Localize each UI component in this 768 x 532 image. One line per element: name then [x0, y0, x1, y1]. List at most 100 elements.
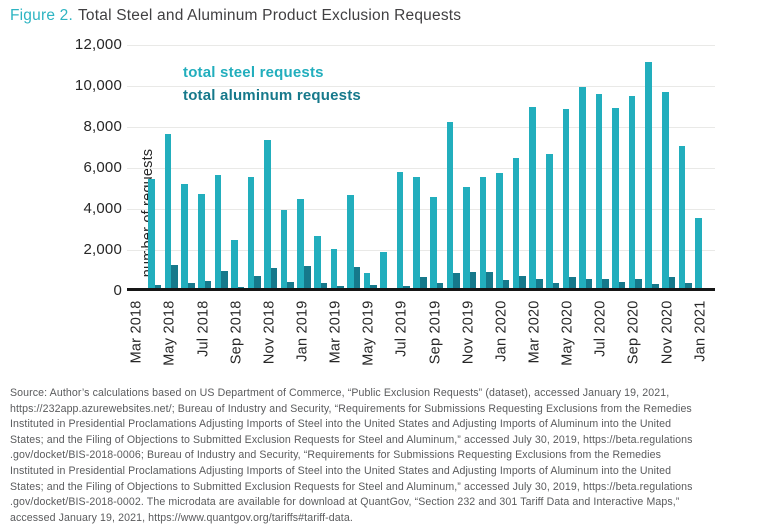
steel-bar	[280, 210, 288, 291]
steel-bar	[231, 239, 238, 291]
x-tick-label: Jul 2020	[592, 300, 609, 357]
aluminum-bar	[370, 284, 377, 291]
source-line: .gov/docket/BIS-2018-0006; Bureau of Ind…	[10, 449, 662, 462]
source-line: https://232app.azurewebsites.net/; Burea…	[10, 402, 692, 415]
steel-bar	[695, 218, 702, 291]
steel-bar	[247, 177, 255, 291]
legend-item-aluminum: total aluminum requests	[183, 87, 361, 104]
steel-bar	[446, 121, 454, 291]
steel-bar	[612, 107, 619, 291]
steel-bar	[529, 106, 536, 291]
aluminum-bar	[188, 282, 195, 291]
y-tick-label: 2,000	[83, 241, 122, 258]
aluminum-bar	[154, 284, 162, 291]
y-tick-label: 0	[113, 282, 122, 299]
aluminum-bar	[502, 279, 510, 291]
aluminum-bar	[602, 278, 609, 291]
gridline	[127, 127, 715, 128]
chart-legend: total steel requests total aluminum requ…	[183, 61, 361, 107]
steel-bar	[628, 96, 636, 291]
steel-bar	[645, 62, 652, 291]
x-tick-label: Sep 2019	[427, 300, 444, 365]
steel-bar	[396, 172, 404, 291]
aluminum-bar	[635, 278, 643, 291]
legend-item-steel: total steel requests	[183, 64, 324, 81]
gridline	[127, 168, 715, 169]
x-tick-label: Nov 2020	[659, 300, 676, 365]
aluminum-bar	[353, 267, 361, 291]
aluminum-bar	[287, 281, 295, 291]
aluminum-bar	[420, 276, 427, 291]
steel-bar	[363, 272, 371, 291]
steel-bar	[429, 197, 437, 291]
gridline	[127, 250, 715, 251]
aluminum-bar	[221, 270, 228, 291]
source-line: Instituted in Presidential Proclamations…	[10, 418, 672, 431]
aluminum-bar	[536, 279, 543, 291]
aluminum-bar	[685, 283, 692, 291]
steel-bar	[181, 184, 188, 291]
steel-bar	[164, 134, 172, 291]
aluminum-bar	[618, 282, 626, 291]
steel-bar	[197, 193, 205, 291]
figure-title-text: Total Steel and Aluminum Product Exclusi…	[77, 7, 462, 24]
aluminum-bar	[585, 278, 593, 291]
x-tick-label: Sep 2018	[228, 300, 245, 365]
y-tick-label: 8,000	[83, 118, 122, 135]
figure-title: Figure 2. Total Steel and Aluminum Produc…	[10, 7, 461, 25]
aluminum-bar	[486, 271, 493, 291]
gridline	[127, 45, 715, 46]
source-line: .gov/docket/BIS-2018-0002. The microdata…	[10, 496, 680, 509]
steel-bar	[347, 194, 354, 291]
x-tick-label: Jul 2019	[393, 300, 410, 357]
source-note: Source: Author’s calculations based on U…	[10, 386, 764, 526]
x-tick-label: Mar 2019	[327, 300, 344, 364]
aluminum-bar	[469, 271, 477, 291]
y-tick-label: 6,000	[83, 159, 122, 176]
x-tick-label: Mar 2020	[526, 300, 543, 364]
aluminum-bar	[171, 265, 179, 291]
x-tick-label: May 2018	[161, 300, 178, 366]
x-tick-label: May 2019	[360, 300, 377, 366]
steel-bar	[562, 108, 570, 291]
steel-bar	[330, 248, 338, 291]
aluminum-bar	[270, 268, 278, 291]
aluminum-bar	[569, 277, 576, 291]
aluminum-bar	[320, 282, 328, 291]
steel-bar	[214, 175, 222, 291]
aluminum-bar	[552, 283, 560, 291]
steel-bar	[479, 177, 487, 291]
source-line: Instituted in Presidential Proclamations…	[10, 464, 672, 477]
steel-bar	[313, 235, 321, 291]
aluminum-bar	[436, 283, 444, 291]
aluminum-bar	[519, 275, 527, 291]
gridline	[127, 86, 715, 87]
source-line: States; and the Filing of Objections to …	[10, 433, 693, 446]
x-tick-label: Nov 2018	[261, 300, 278, 365]
steel-bar	[380, 252, 387, 291]
steel-bar	[678, 146, 686, 291]
x-tick-label: May 2020	[559, 300, 576, 366]
aluminum-bar	[254, 275, 261, 291]
aluminum-bar	[668, 277, 676, 291]
steel-bar	[463, 187, 470, 291]
source-line: Source: Author’s calculations based on U…	[10, 387, 670, 399]
x-tick-label: Jan 2020	[493, 300, 510, 362]
aluminum-bar	[304, 266, 311, 291]
steel-bar	[595, 94, 603, 291]
steel-bar	[512, 157, 520, 291]
plot-area: number of requests total steel requests …	[127, 45, 715, 291]
steel-bar	[264, 140, 271, 291]
y-tick-label: 10,000	[74, 77, 122, 94]
x-tick-label: Mar 2018	[128, 300, 145, 364]
bar-chart: number of requests total steel requests …	[74, 36, 715, 366]
x-tick-label: Nov 2019	[460, 300, 477, 365]
aluminum-bar	[652, 284, 659, 291]
steel-bar	[496, 173, 503, 291]
y-tick-label: 12,000	[74, 36, 122, 53]
source-line: accessed January 19, 2021, https://www.q…	[10, 511, 353, 524]
aluminum-bar	[453, 272, 460, 291]
steel-bar	[579, 87, 586, 291]
x-tick-label: Sep 2020	[625, 300, 642, 365]
y-tick-label: 4,000	[83, 200, 122, 217]
